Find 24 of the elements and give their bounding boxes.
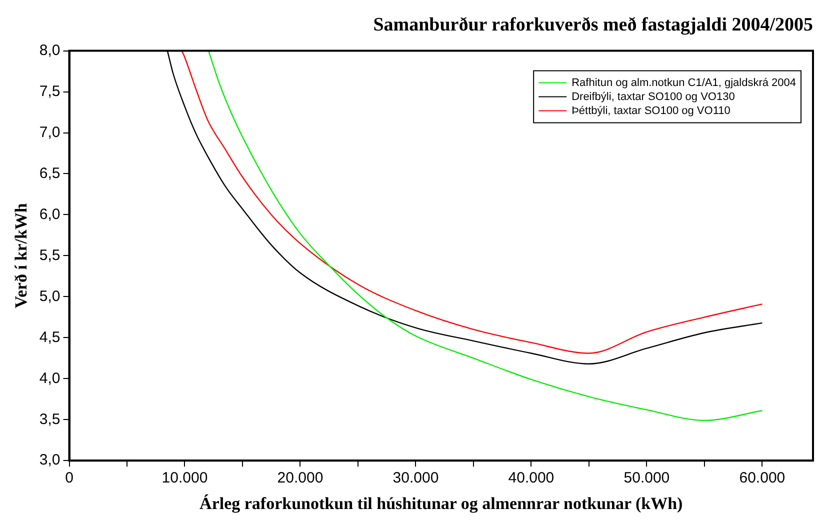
legend-label: Rafhitun og alm.notkun C1/A1, gjaldskrá 2004 [572, 76, 796, 89]
y-tick-label: 4,0 [39, 370, 60, 387]
y-tick-label: 5,5 [39, 246, 60, 264]
legend-label: Dreifbýli, taxtar SO100 og VO130 [572, 90, 735, 103]
y-tick-label: 7,0 [39, 124, 60, 141]
y-tick-label: 4,5 [39, 328, 60, 346]
y-axis-title: Verð í kr/kWh [12, 202, 31, 308]
x-tick-label: 20.000 [277, 470, 324, 487]
y-tick-label: 3,0 [39, 452, 60, 469]
y-tick-label: 5,0 [39, 288, 60, 305]
x-tick-label: 10.000 [162, 470, 208, 487]
x-tick-label: 30.000 [392, 470, 439, 487]
x-axis-title: Árleg raforkunotkun til húshitunar og almennrar notkunar (kWh) [200, 494, 683, 514]
x-tick-label: 60.000 [739, 470, 786, 487]
y-tick-label: 7,5 [39, 82, 60, 100]
y-tick-label: 6,5 [39, 164, 60, 182]
legend-label: Þéttbýli, taxtar SO100 og VO110 [572, 104, 730, 117]
x-tick-label: 0 [65, 470, 74, 487]
y-tick-label: 8,0 [39, 42, 60, 59]
x-tick-label: 50.000 [624, 470, 670, 487]
y-tick-label: 6,0 [39, 206, 60, 223]
x-tick-label: 40.000 [508, 470, 554, 487]
y-tick-label: 3,5 [39, 410, 60, 428]
chart-title: Samanburður raforkuverðs með fastagjaldi 2004/2005 [373, 14, 813, 36]
